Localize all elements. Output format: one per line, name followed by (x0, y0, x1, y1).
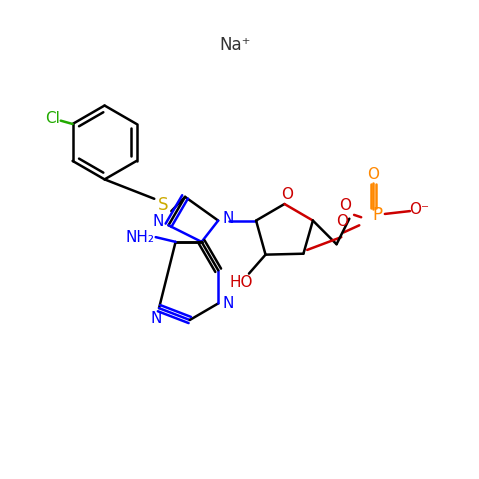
Text: O⁻: O⁻ (410, 202, 429, 217)
Text: N: N (223, 296, 234, 311)
Text: HO: HO (229, 274, 252, 290)
Text: N: N (151, 311, 162, 326)
Text: O: O (340, 198, 352, 213)
Text: Na⁺: Na⁺ (219, 36, 251, 55)
Text: O: O (336, 215, 348, 229)
Text: O: O (367, 167, 379, 182)
Text: O: O (281, 187, 293, 202)
Text: N: N (152, 214, 164, 229)
Text: NH₂: NH₂ (125, 229, 155, 245)
Text: Cl: Cl (45, 111, 60, 126)
Text: P: P (372, 206, 382, 224)
Text: N: N (223, 211, 234, 226)
Text: S: S (158, 196, 168, 215)
